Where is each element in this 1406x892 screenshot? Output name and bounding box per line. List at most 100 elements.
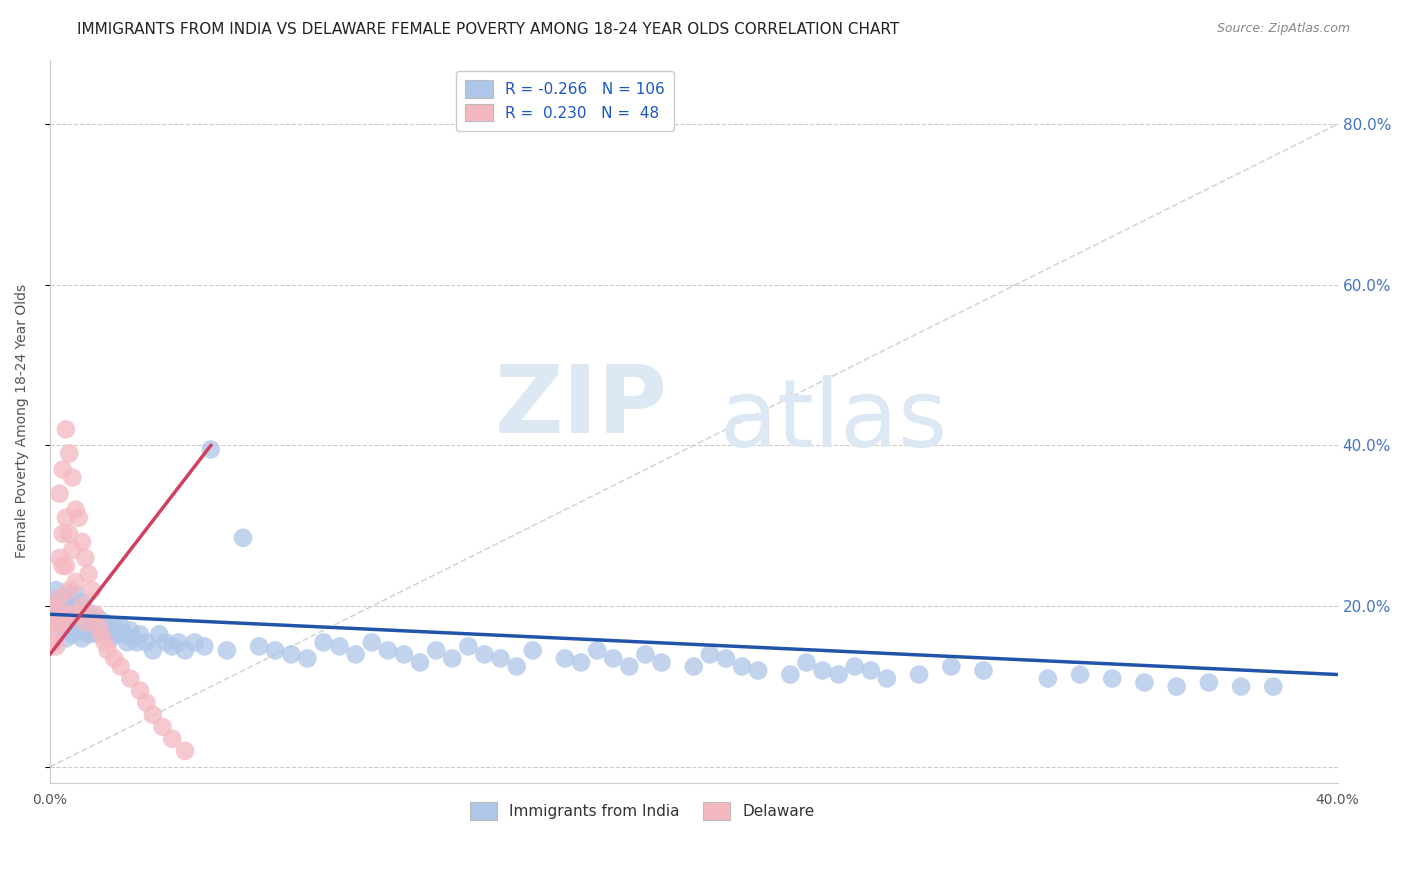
Point (1198, 675, 1220, 690)
Point (97, 624, 120, 638)
Point (120, 672, 142, 686)
Point (731, 659, 754, 673)
Point (312, 635, 335, 649)
Point (1133, 675, 1156, 690)
Point (377, 643, 399, 657)
Point (392, 648, 415, 662)
Point (84, 615, 107, 630)
Point (200, 442, 222, 457)
Point (120, 624, 142, 638)
Point (67, 624, 90, 638)
Point (90, 624, 112, 638)
Point (142, 707, 165, 722)
Point (129, 683, 152, 698)
Point (107, 627, 129, 641)
Point (75, 619, 97, 633)
Point (344, 648, 367, 662)
Point (52, 624, 75, 638)
Point (70, 595, 93, 609)
Point (70, 611, 93, 625)
Point (122, 632, 145, 646)
Point (844, 659, 866, 673)
Point (42, 635, 65, 649)
Point (75, 551, 97, 566)
Point (45, 624, 67, 638)
Point (280, 648, 302, 662)
Point (65, 575, 87, 590)
Point (457, 640, 479, 654)
Point (60, 543, 83, 558)
Point (329, 640, 352, 654)
Point (232, 531, 254, 545)
Point (247, 640, 270, 654)
Legend: Immigrants from India, Delaware: Immigrants from India, Delaware (464, 797, 821, 826)
Text: atlas: atlas (720, 376, 948, 467)
Point (827, 667, 849, 681)
Point (87, 611, 110, 625)
Point (129, 627, 152, 641)
Point (651, 656, 673, 670)
Point (45, 603, 67, 617)
Point (174, 643, 197, 657)
Point (152, 720, 174, 734)
Point (67, 607, 90, 622)
Point (80, 607, 103, 622)
Point (112, 627, 135, 641)
Point (441, 651, 464, 665)
Point (55, 607, 77, 622)
Point (135, 696, 157, 710)
Point (90, 627, 112, 641)
Point (45, 640, 67, 654)
Point (115, 635, 138, 649)
Point (425, 643, 447, 657)
Point (67, 607, 90, 622)
Point (193, 640, 215, 654)
Point (1036, 672, 1059, 686)
Point (215, 643, 238, 657)
Point (58, 583, 80, 598)
Point (80, 583, 103, 598)
Point (60, 611, 83, 625)
Point (634, 648, 657, 662)
Point (93, 615, 115, 630)
Point (65, 587, 87, 601)
Point (65, 502, 87, 516)
Point (77, 611, 100, 625)
Point (58, 587, 80, 601)
Point (714, 651, 737, 665)
Point (77, 627, 100, 641)
Point (747, 664, 769, 678)
Point (1263, 680, 1285, 694)
Point (142, 643, 165, 657)
Point (75, 615, 97, 630)
Point (972, 664, 994, 678)
Text: ZIP: ZIP (495, 361, 668, 453)
Point (569, 656, 592, 670)
Point (58, 603, 80, 617)
Text: IMMIGRANTS FROM INDIA VS DELAWARE FEMALE POVERTY AMONG 18-24 YEAR OLDS CORRELATI: IMMIGRANTS FROM INDIA VS DELAWARE FEMALE… (77, 22, 900, 37)
Point (586, 643, 609, 657)
Point (125, 635, 148, 649)
Point (80, 624, 103, 638)
Point (522, 643, 544, 657)
Point (45, 583, 67, 598)
Point (297, 651, 319, 665)
Point (52, 615, 75, 630)
Point (42, 599, 65, 614)
Point (87, 619, 110, 633)
Point (174, 744, 197, 758)
Point (87, 627, 110, 641)
Point (48, 551, 70, 566)
Point (110, 619, 132, 633)
Point (60, 607, 83, 622)
Point (65, 603, 87, 617)
Text: Source: ZipAtlas.com: Source: ZipAtlas.com (1216, 22, 1350, 36)
Point (796, 656, 818, 670)
Point (859, 664, 882, 678)
Point (75, 603, 97, 617)
Point (1230, 680, 1253, 694)
Point (135, 635, 157, 649)
Point (55, 632, 77, 646)
Point (876, 672, 898, 686)
Point (811, 664, 834, 678)
